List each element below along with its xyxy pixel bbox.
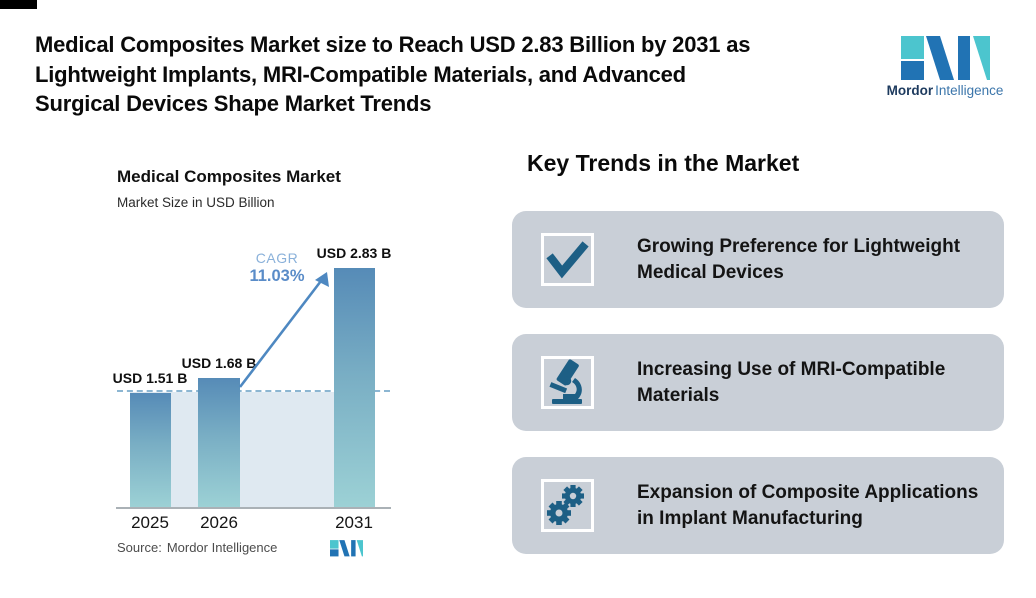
trend-card-text: Increasing Use of MRI-Compatible Materia… (637, 357, 945, 409)
chart-dashed-baseline (117, 390, 390, 392)
corner-accent-bar (0, 0, 37, 9)
page-title-line1: Medical Composites Market size to Reach … (35, 32, 751, 57)
trend-text-line2: Medical Devices (637, 261, 784, 283)
mordor-logo-icon (900, 36, 990, 80)
brand-name-light: Intelligence (935, 83, 1004, 98)
check-icon (541, 233, 594, 286)
page-title: Medical Composites Market size to Reach … (35, 30, 751, 119)
trend-card-mri: Increasing Use of MRI-Compatible Materia… (512, 334, 1004, 431)
bar-2031 (334, 268, 375, 507)
trend-text-line2: in Implant Manufacturing (637, 507, 863, 529)
x-tick-2026: 2026 (200, 513, 238, 532)
chart-footer-logo-icon (330, 540, 363, 557)
trend-text-line1: Expansion of Composite Applications (637, 481, 979, 503)
trend-card-text: Expansion of Composite Applications in I… (637, 480, 978, 532)
gears-icon (541, 479, 594, 532)
source-label: Source: (117, 540, 162, 555)
cagr-label: CAGR (255, 250, 299, 266)
chart-subtitle: Market Size in USD Billion (117, 195, 275, 210)
x-tick-2025: 2025 (131, 513, 169, 532)
trend-card-implants: Expansion of Composite Applications in I… (512, 457, 1004, 554)
cagr-value: 11.03% (249, 267, 305, 285)
cagr-annotation: CAGR 11.03% (236, 250, 318, 286)
page-title-line3: Surgical Devices Shape Market Trends (35, 91, 432, 116)
source-name: Mordor Intelligence (166, 540, 278, 555)
page-title-line2: Lightweight Implants, MRI-Compatible Mat… (35, 61, 686, 87)
chart-title: Medical Composites Market (117, 167, 341, 186)
trend-text-line1: Increasing Use of MRI-Compatible (637, 358, 946, 380)
trend-card-lightweight: Growing Preference for Lightweight Medic… (512, 211, 1004, 308)
trend-text-line1: Growing Preference for Lightweight (637, 235, 961, 257)
trends-heading: Key Trends in the Market (527, 150, 800, 176)
brand-logo: Mordor Intelligence (884, 36, 1006, 98)
bar-2026 (198, 378, 240, 507)
chart-source: Source: Mordor Intelligence (117, 540, 277, 555)
bar-value-2026: USD 1.68 B (181, 355, 257, 371)
bar-value-2031: USD 2.83 B (316, 245, 392, 261)
trend-card-text: Growing Preference for Lightweight Medic… (637, 234, 960, 286)
bar-value-2025: USD 1.51 B (112, 370, 188, 386)
growth-arrow-icon (238, 272, 329, 388)
bar-2025 (130, 393, 171, 507)
trend-text-line2: Materials (637, 384, 720, 406)
brand-name: Mordor Intelligence (884, 83, 1006, 98)
x-tick-2031: 2031 (335, 513, 373, 532)
x-axis-line (116, 507, 391, 509)
microscope-icon (541, 356, 594, 409)
brand-name-bold: Mordor (886, 83, 934, 98)
